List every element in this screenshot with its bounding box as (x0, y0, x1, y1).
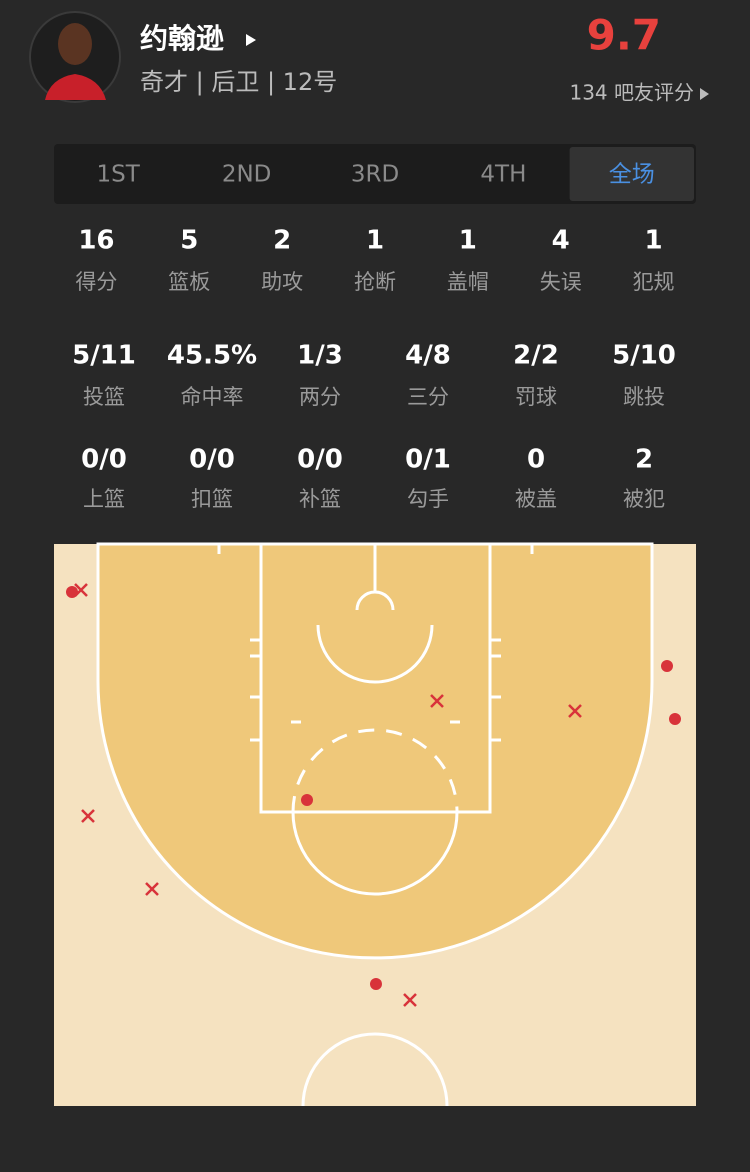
stat-value: 2/2 (513, 341, 559, 371)
rating-count[interactable]: 134 吧友评分 (569, 81, 694, 105)
stat-label: 两分 (299, 385, 341, 409)
stat-label: 助攻 (261, 270, 303, 294)
stat-label: 盖帽 (447, 270, 489, 294)
stat-label: 得分 (75, 270, 117, 294)
stat-label: 被盖 (515, 487, 557, 511)
tab[interactable]: 4TH (480, 162, 526, 188)
tab[interactable]: 2ND (222, 162, 272, 188)
stat-label: 三分 (407, 385, 449, 409)
stat-label: 扣篮 (191, 487, 233, 511)
shot-chart (54, 542, 696, 1107)
avatar[interactable] (29, 11, 121, 103)
stat-value: 1 (645, 226, 663, 256)
player-name[interactable]: 约翰逊 (140, 22, 224, 55)
stat-label: 上篮 (83, 487, 125, 511)
stat-value: 0 (527, 445, 545, 475)
stat-value: 45.5% (167, 341, 257, 371)
tab-bar (54, 144, 696, 204)
stat-value: 5/11 (72, 341, 136, 371)
rating: 9.7 (587, 11, 661, 60)
rating-arrow (700, 88, 709, 100)
stat-label: 命中率 (181, 385, 244, 409)
stat-value: 2 (635, 445, 653, 475)
stat-label: 跳投 (623, 385, 665, 409)
stat-value: 5 (180, 226, 198, 256)
stat-label: 抢断 (354, 270, 396, 294)
stat-label: 勾手 (407, 487, 449, 511)
name-arrow (246, 34, 256, 46)
stat-value: 1 (366, 226, 384, 256)
stat-value: 0/0 (189, 445, 235, 475)
stat-value: 0/1 (405, 445, 451, 475)
stat-value: 1 (459, 226, 477, 256)
stat-label: 罚球 (515, 385, 557, 409)
stat-value: 4/8 (405, 341, 451, 371)
stat-label: 投篮 (83, 385, 125, 409)
stat-value: 16 (78, 226, 114, 256)
stat-value: 1/3 (297, 341, 343, 371)
stat-value: 2 (273, 226, 291, 256)
stat-label: 失误 (540, 270, 582, 294)
tab[interactable]: 1ST (97, 162, 141, 188)
stat-label: 犯规 (633, 270, 675, 294)
player-info: 奇才 | 后卫 | 12号 (140, 68, 337, 96)
tab-selected-bg (569, 147, 694, 201)
stat-label: 篮板 (168, 270, 210, 294)
stat-value: 0/0 (297, 445, 343, 475)
tab[interactable]: 3RD (351, 162, 399, 188)
stat-value: 5/10 (612, 341, 676, 371)
tab[interactable]: 全场 (609, 162, 655, 188)
stat-value: 4 (552, 226, 570, 256)
stat-label: 补篮 (299, 487, 341, 511)
stat-label: 被犯 (623, 487, 665, 511)
stat-value: 0/0 (81, 445, 127, 475)
